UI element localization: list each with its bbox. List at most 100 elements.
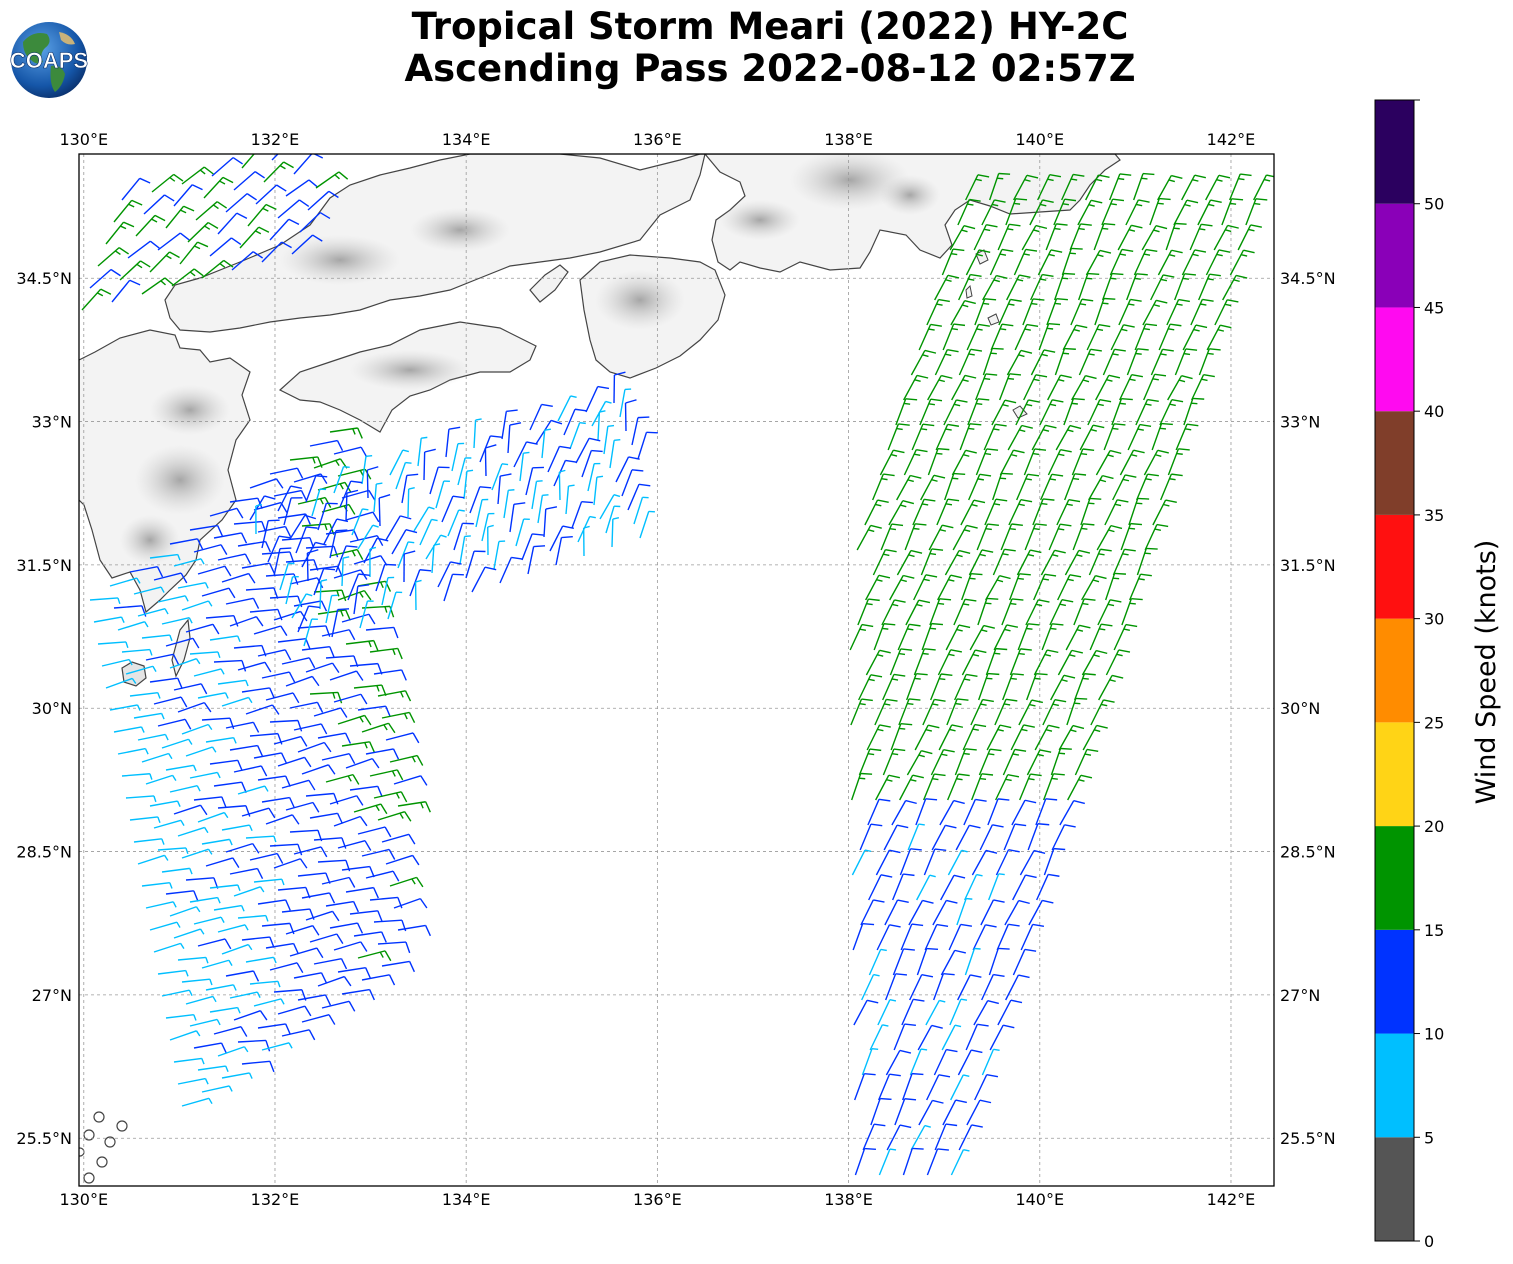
wind-barb (417, 436, 428, 467)
wind-barb (1077, 272, 1100, 301)
wind-barb (1104, 499, 1129, 526)
wind-barb (423, 448, 436, 481)
wind-barb (852, 922, 875, 951)
wind-barb (1023, 374, 1048, 401)
wind-barb (872, 549, 897, 576)
wind-barb (951, 449, 977, 476)
wind-barb (385, 732, 420, 744)
wind-barb (397, 541, 415, 569)
lon-tick-label: 142°E (1207, 130, 1256, 149)
wind-barb (347, 573, 370, 601)
wind-barb (982, 347, 1004, 376)
wind-barb (179, 241, 209, 265)
wind-barb (868, 874, 893, 901)
wind-barb (281, 1029, 316, 1041)
wind-barb (451, 442, 465, 472)
colorbar-bin (1375, 722, 1414, 827)
wind-barb (317, 609, 351, 621)
wind-barb (145, 653, 180, 665)
wind-barb (255, 184, 287, 205)
wind-barb (501, 409, 518, 440)
wind-barb (861, 1047, 879, 1076)
wind-barb (921, 622, 944, 651)
wind-barb (1150, 348, 1174, 376)
wind-barb (197, 565, 232, 577)
colorbar-tick-label: 45 (1424, 298, 1444, 317)
wind-barb (315, 171, 349, 189)
wind-barb (1037, 249, 1063, 276)
wind-barb (976, 523, 999, 551)
wind-barb (929, 598, 952, 626)
wind-barb (195, 201, 228, 221)
wind-barb (1213, 224, 1239, 251)
wind-barb (1010, 724, 1035, 751)
wind-barb (253, 878, 285, 886)
wind-barb (241, 1060, 275, 1073)
wind-barb (325, 900, 359, 913)
wind-barb (975, 448, 999, 476)
wind-barb (129, 816, 161, 823)
wind-barb (950, 1149, 970, 1176)
wind-barb (899, 774, 924, 801)
wind-barb (245, 704, 280, 715)
wind-barb (1133, 172, 1155, 201)
wind-barb (599, 494, 621, 520)
wind-barb (849, 623, 874, 651)
ryukyu-island-3 (104, 1136, 116, 1148)
wind-barb (569, 422, 586, 450)
wind-barb (157, 595, 189, 603)
wind-barb (295, 526, 318, 554)
wind-barb (957, 974, 982, 1001)
wind-barb (133, 586, 165, 595)
wind-barb (341, 613, 376, 625)
wind-barb (253, 998, 285, 1007)
wind-barb (1019, 773, 1042, 801)
wind-barb (1205, 249, 1231, 276)
wind-barb (105, 221, 135, 245)
colorbar-label: Wind Speed (knots) (1471, 540, 1502, 805)
wind-barb (1237, 224, 1262, 251)
wind-barb (153, 572, 188, 584)
colorbar-bin (1375, 826, 1414, 930)
wind-barb (1102, 348, 1126, 376)
wind-barb (997, 223, 1021, 251)
wind-barb (229, 867, 264, 880)
wind-barb (309, 691, 343, 704)
wind-barb (257, 1023, 291, 1035)
wind-barb (967, 398, 990, 426)
wind-barb (557, 395, 577, 422)
lon-tick-label: 130°E (59, 130, 108, 149)
wind-barb (1013, 248, 1038, 276)
wind-barb (934, 1123, 958, 1151)
wind-barb (1023, 448, 1047, 476)
wind-barb (293, 600, 328, 612)
wind-barb (237, 661, 272, 673)
wind-barb (889, 574, 915, 601)
wind-barb (369, 769, 404, 781)
wind-barb (173, 558, 205, 567)
wind-barb (989, 1024, 1015, 1051)
wind-barb (950, 1074, 970, 1101)
wind-barb (1119, 374, 1144, 401)
wind-barb (109, 704, 141, 711)
lat-tick-labels-right: 25.5°N 27°N 28.5°N 30°N 31.5°N 33°N 34.5°N (1280, 269, 1336, 1148)
wind-barb (1143, 449, 1169, 476)
wind-barb (981, 973, 1005, 1001)
wind-barb (171, 268, 204, 287)
wind-barb (313, 568, 336, 596)
wind-barb (1167, 375, 1193, 401)
wind-barb (1051, 824, 1076, 851)
wind-barb (918, 323, 942, 351)
wind-barb (237, 540, 271, 553)
wind-barb (1089, 623, 1113, 651)
wind-barb (633, 496, 649, 525)
wind-barb (1058, 724, 1085, 751)
wind-barb (858, 748, 882, 776)
wind-barb (349, 785, 383, 798)
wind-barb (381, 833, 416, 845)
wind-barb (985, 574, 1011, 601)
wind-barb (1053, 198, 1077, 226)
wind-barb (885, 973, 908, 1001)
wind-barb (189, 896, 221, 904)
wind-barb (515, 518, 530, 547)
